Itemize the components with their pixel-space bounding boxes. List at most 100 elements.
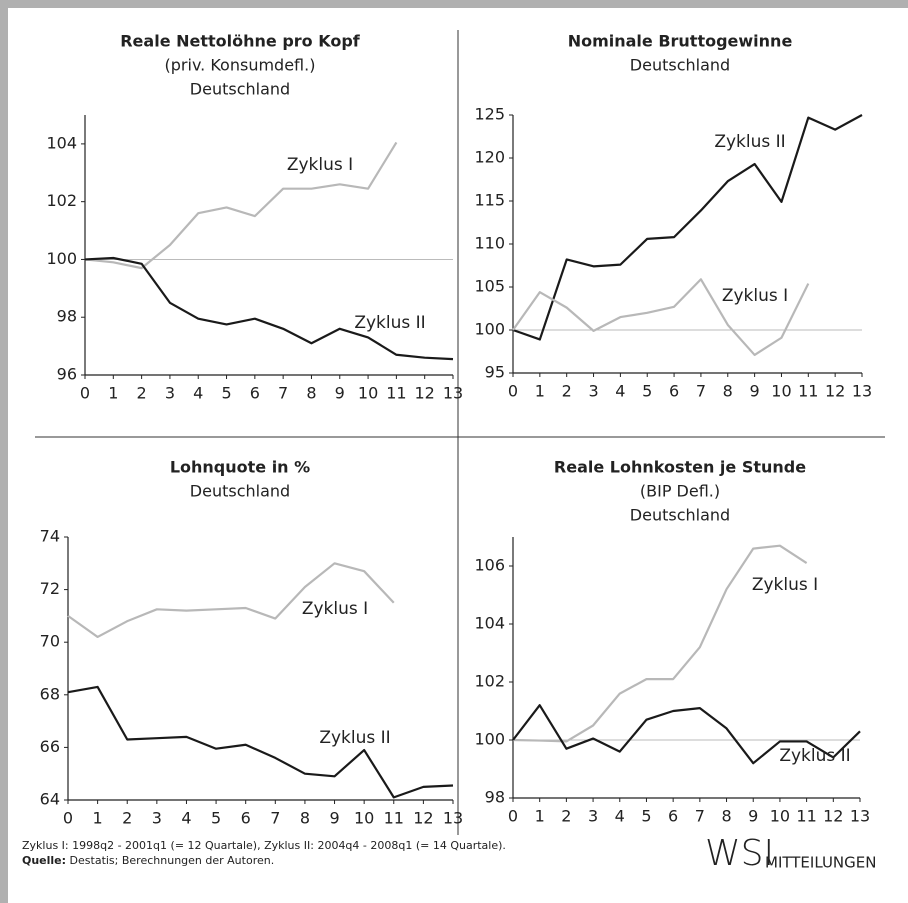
- x-tick-label: 7: [270, 809, 280, 828]
- chart-title: Reale Lohnkosten je Stunde: [554, 458, 806, 477]
- x-tick-label: 9: [329, 809, 339, 828]
- logo-main: WSI: [705, 833, 774, 874]
- x-tick-label: 13: [850, 807, 870, 826]
- x-tick-label: 8: [723, 382, 733, 401]
- series-line: [512, 704, 861, 765]
- x-tick-label: 10: [771, 382, 791, 401]
- y-tick-label: 104: [46, 133, 77, 152]
- x-tick-label: 3: [165, 384, 175, 403]
- series-label: Zyklus I: [287, 155, 353, 175]
- x-tick-label: 2: [561, 807, 571, 826]
- x-tick-label: 2: [137, 384, 147, 403]
- x-tick-label: 3: [152, 809, 162, 828]
- series-label: Zyklus I: [722, 286, 788, 306]
- chart-title: Nominale Bruttogewinne: [568, 32, 793, 51]
- x-tick-label: 13: [852, 382, 872, 401]
- x-tick-label: 4: [181, 809, 191, 828]
- footer-note: Zyklus I: 1998q2 - 2001q1 (= 12 Quartale…: [22, 839, 506, 852]
- y-tick-label: 64: [40, 790, 60, 809]
- y-tick-label: 70: [40, 632, 60, 651]
- series-line: [512, 278, 810, 357]
- x-tick-label: 10: [770, 807, 790, 826]
- series-line: [67, 685, 454, 799]
- x-tick-label: 1: [535, 382, 545, 401]
- chart-title: Lohnquote in %: [170, 458, 310, 477]
- chart-title: Reale Nettolöhne pro Kopf: [120, 32, 361, 51]
- x-tick-label: 1: [535, 807, 545, 826]
- y-tick-label: 100: [474, 730, 505, 749]
- series-label: Zyklus II: [354, 313, 425, 333]
- chart-subtitle: (BIP Defl.): [640, 482, 720, 501]
- x-tick-label: 9: [750, 382, 760, 401]
- chart-subtitle: (priv. Konsumdefl.): [165, 56, 316, 75]
- x-tick-label: 5: [642, 382, 652, 401]
- x-tick-label: 5: [211, 809, 221, 828]
- series-label: Zyklus I: [752, 575, 818, 595]
- footer-source: Quelle: Destatis; Berechnungen der Autor…: [22, 854, 274, 867]
- y-tick-label: 115: [474, 191, 505, 210]
- x-tick-label: 11: [384, 809, 404, 828]
- y-tick-label: 120: [474, 148, 505, 167]
- x-tick-label: 3: [588, 807, 598, 826]
- x-tick-label: 6: [668, 807, 678, 826]
- x-tick-label: 13: [443, 384, 463, 403]
- x-tick-label: 4: [193, 384, 203, 403]
- y-tick-label: 96: [57, 365, 77, 384]
- x-tick-label: 11: [386, 384, 406, 403]
- chart-subtitle: Deutschland: [190, 80, 290, 99]
- y-tick-label: 102: [46, 191, 77, 210]
- x-tick-label: 7: [278, 384, 288, 403]
- y-tick-label: 110: [474, 234, 505, 253]
- series-line: [84, 256, 454, 361]
- x-tick-label: 8: [306, 384, 316, 403]
- y-tick-label: 98: [57, 307, 77, 326]
- series-line: [67, 562, 395, 639]
- y-tick-label: 104: [474, 614, 505, 633]
- y-tick-label: 98: [485, 788, 505, 807]
- x-tick-label: 6: [250, 384, 260, 403]
- x-tick-label: 10: [354, 809, 374, 828]
- y-tick-label: 95: [485, 363, 505, 382]
- chart-subtitle: Deutschland: [190, 482, 290, 501]
- series-line: [84, 141, 398, 270]
- y-tick-label: 100: [46, 249, 77, 268]
- x-tick-label: 2: [562, 382, 572, 401]
- chart-subtitle: Deutschland: [630, 506, 730, 525]
- series-line: [512, 114, 863, 341]
- x-tick-label: 2: [122, 809, 132, 828]
- y-tick-label: 66: [40, 737, 60, 756]
- x-tick-label: 4: [615, 807, 625, 826]
- x-tick-label: 10: [358, 384, 378, 403]
- x-tick-label: 8: [300, 809, 310, 828]
- x-tick-label: 11: [796, 807, 816, 826]
- y-tick-label: 100: [474, 320, 505, 339]
- x-tick-label: 12: [413, 809, 433, 828]
- y-tick-label: 72: [40, 579, 60, 598]
- x-tick-label: 5: [641, 807, 651, 826]
- y-tick-label: 105: [474, 277, 505, 296]
- y-tick-label: 102: [474, 672, 505, 691]
- y-tick-label: 74: [40, 527, 60, 546]
- x-tick-label: 1: [93, 809, 103, 828]
- x-tick-label: 6: [669, 382, 679, 401]
- x-tick-label: 3: [588, 382, 598, 401]
- x-tick-label: 0: [63, 809, 73, 828]
- series-label: Zyklus II: [714, 132, 785, 152]
- y-tick-label: 68: [40, 684, 60, 703]
- x-tick-label: 4: [615, 382, 625, 401]
- x-tick-label: 12: [415, 384, 435, 403]
- x-tick-label: 11: [798, 382, 818, 401]
- y-tick-label: 125: [474, 105, 505, 124]
- series-label: Zyklus II: [319, 728, 390, 748]
- frame-top: [0, 0, 908, 8]
- x-tick-label: 1: [108, 384, 118, 403]
- source-label: Quelle:: [22, 854, 66, 867]
- logo-sub: MITTEILUNGEN: [765, 854, 876, 872]
- x-tick-label: 6: [241, 809, 251, 828]
- x-tick-label: 0: [508, 382, 518, 401]
- x-tick-label: 12: [825, 382, 845, 401]
- series-label: Zyklus I: [302, 599, 368, 619]
- x-tick-label: 7: [695, 807, 705, 826]
- x-tick-label: 7: [696, 382, 706, 401]
